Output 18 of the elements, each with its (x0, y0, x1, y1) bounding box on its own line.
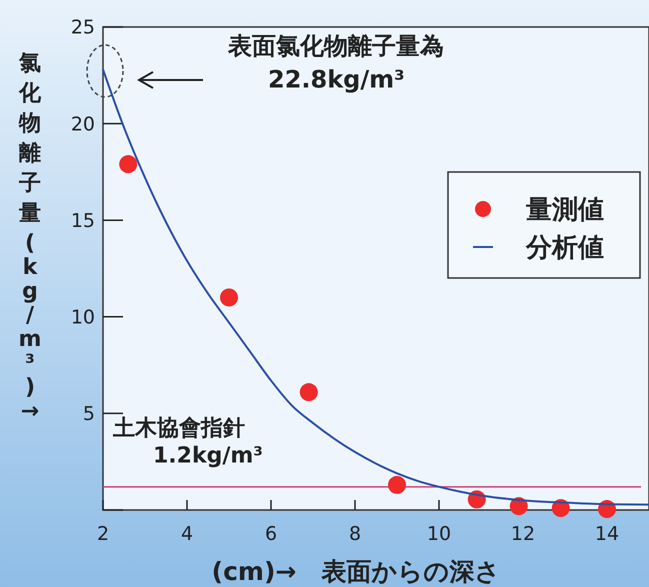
x-tick-label: 2 (96, 523, 110, 545)
text: 氯化物離子量 (kg/m³)→ (18, 51, 42, 424)
x-tick-label: 4 (180, 523, 194, 545)
y-tick-label: 15 (70, 210, 95, 232)
x-tick-label: 14 (594, 523, 620, 545)
ref-line-label: 土木協會指針 1.2kg/m³ (112, 416, 263, 468)
x-tick-label: 12 (510, 523, 536, 545)
x-axis-title: (cm)→ 表面からの深さ (212, 557, 500, 586)
annotation: 表面氯化物離子量為 22.8kg/m³ (227, 32, 444, 94)
y-tick-label: 20 (70, 113, 95, 136)
legend-label: 分析値 (525, 233, 604, 264)
y-tick-label: 10 (70, 306, 95, 328)
legend-label: 量測値 (525, 195, 604, 226)
x-tick-label: 8 (348, 523, 362, 545)
x-tick-label: 10 (426, 523, 452, 545)
x-tick-label: 6 (264, 523, 278, 545)
y-tick-label: 25 (70, 16, 95, 39)
y-tick-label: 5 (82, 403, 95, 426)
